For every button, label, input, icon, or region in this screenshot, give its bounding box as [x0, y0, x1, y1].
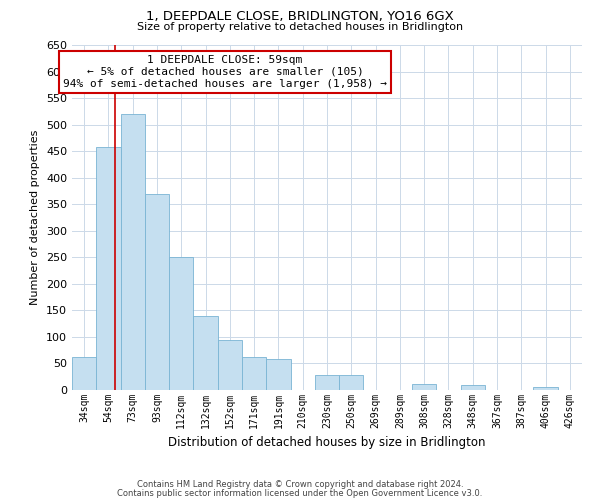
- Bar: [461, 384, 485, 390]
- Text: Size of property relative to detached houses in Bridlington: Size of property relative to detached ho…: [137, 22, 463, 32]
- Bar: [533, 388, 558, 390]
- Bar: [339, 375, 364, 390]
- Bar: [169, 258, 193, 390]
- Bar: [218, 340, 242, 390]
- Bar: [145, 194, 169, 390]
- Bar: [242, 357, 266, 390]
- Bar: [315, 375, 339, 390]
- Bar: [121, 114, 145, 390]
- Bar: [193, 316, 218, 390]
- Text: 1, DEEPDALE CLOSE, BRIDLINGTON, YO16 6GX: 1, DEEPDALE CLOSE, BRIDLINGTON, YO16 6GX: [146, 10, 454, 23]
- Text: Contains HM Land Registry data © Crown copyright and database right 2024.: Contains HM Land Registry data © Crown c…: [137, 480, 463, 489]
- Y-axis label: Number of detached properties: Number of detached properties: [31, 130, 40, 305]
- Bar: [72, 357, 96, 390]
- Bar: [96, 147, 121, 390]
- Bar: [412, 384, 436, 390]
- Bar: [266, 359, 290, 390]
- X-axis label: Distribution of detached houses by size in Bridlington: Distribution of detached houses by size …: [168, 436, 486, 450]
- Text: 1 DEEPDALE CLOSE: 59sqm
← 5% of detached houses are smaller (105)
94% of semi-de: 1 DEEPDALE CLOSE: 59sqm ← 5% of detached…: [63, 56, 387, 88]
- Text: Contains public sector information licensed under the Open Government Licence v3: Contains public sector information licen…: [118, 488, 482, 498]
